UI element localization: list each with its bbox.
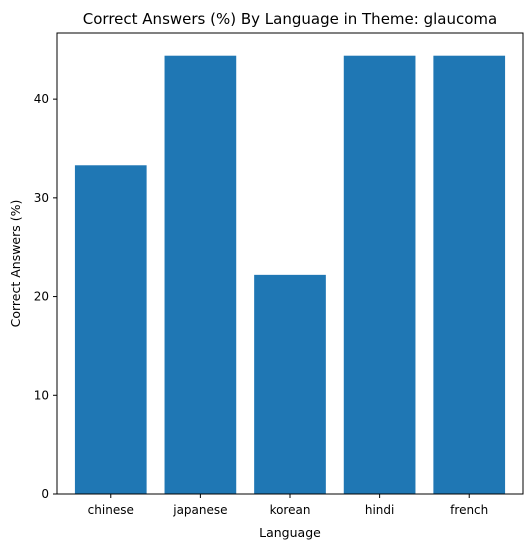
bar-korean	[254, 275, 326, 494]
y-axis-ticks: 0 10 20 30 40	[34, 92, 57, 501]
bars-group	[75, 56, 505, 494]
chart-title: Correct Answers (%) By Language in Theme…	[83, 10, 497, 28]
x-tick-label-korean: korean	[270, 503, 311, 517]
x-tick-label-japanese: japanese	[172, 503, 227, 517]
x-tick-label-chinese: chinese	[88, 503, 134, 517]
y-tick-label-0: 0	[41, 487, 49, 501]
y-tick-label-10: 10	[34, 388, 49, 402]
bar-french	[433, 56, 505, 494]
y-tick-label-30: 30	[34, 191, 49, 205]
y-tick-label-40: 40	[34, 92, 49, 106]
x-axis-ticks: chinese japanese korean hindi french	[88, 494, 489, 517]
bar-chinese	[75, 165, 147, 494]
x-axis-label: Language	[259, 525, 321, 540]
x-tick-label-french: french	[450, 503, 488, 517]
bar-hindi	[344, 56, 416, 494]
y-axis-label: Correct Answers (%)	[8, 200, 23, 328]
x-tick-label-hindi: hindi	[365, 503, 395, 517]
y-tick-label-20: 20	[34, 290, 49, 304]
bar-japanese	[165, 56, 237, 494]
